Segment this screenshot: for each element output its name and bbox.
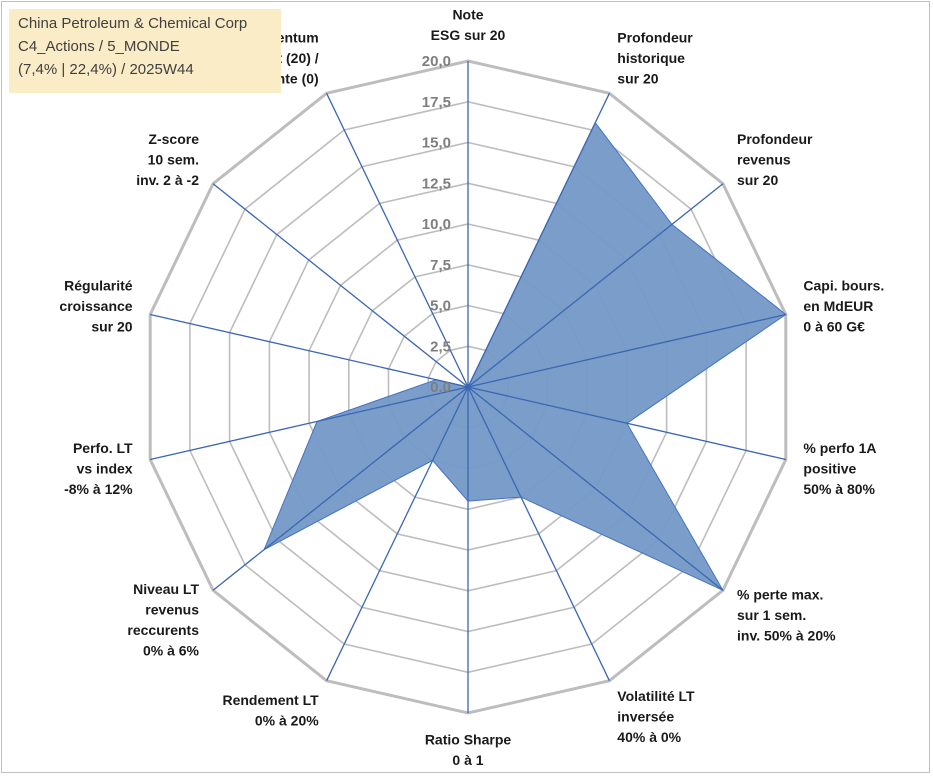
- axis-label-line: Régularité: [64, 277, 133, 293]
- axis-label-line: positive: [803, 461, 856, 477]
- spoke-12: [212, 183, 469, 388]
- axis-label-line: ESG sur 20: [431, 27, 506, 43]
- axis-label-12: Z-score 10 sem. inv. 2 à -2: [136, 131, 199, 188]
- spoke-8: [326, 386, 469, 681]
- axis-label-line: sur 1 sem.: [737, 607, 806, 623]
- axis-label-line: croissance: [59, 298, 132, 314]
- axis-label-line: Profondeur: [617, 29, 693, 45]
- tick-label: 17,5: [422, 94, 451, 111]
- axis-label-1: Profondeur historique sur 20: [617, 29, 693, 86]
- axis-label-line: 10 sem.: [148, 151, 199, 167]
- axis-label-8: Rendement LT 0% à 20%: [222, 692, 319, 729]
- axis-label-5: % perte max. sur 1 sem. inv. 50% à 20%: [737, 587, 836, 644]
- spoke-11: [150, 313, 469, 388]
- spoke-3: [467, 313, 786, 388]
- spoke-4: [467, 386, 786, 461]
- axis-label-line: Rendement LT: [222, 692, 319, 708]
- axis-label-6: Volatilité LT inversée 40% à 0%: [617, 688, 695, 745]
- spoke-10: [150, 386, 469, 461]
- title-box: China Petroleum & Chemical Corp C4_Actio…: [9, 9, 281, 93]
- axis-label-line: % perte max.: [737, 587, 823, 603]
- tick-label: 2,5: [430, 338, 451, 355]
- spoke-5: [467, 386, 724, 591]
- axis-label-line: Perfo. LT: [73, 440, 133, 456]
- tick-label: 15,0: [422, 135, 451, 152]
- axis-label-line: 0% à 20%: [255, 712, 319, 728]
- spoke-13: [326, 93, 469, 388]
- axis-label-line: Niveau LT: [133, 581, 199, 597]
- series-area: [263, 121, 787, 592]
- spoke-1: [467, 93, 610, 388]
- axis-label-line: sur 20: [91, 318, 132, 334]
- axis-label-line: 0 à 1: [452, 752, 483, 768]
- axis-label-line: 50% à 80%: [803, 481, 875, 497]
- axis-label-line: inv. 2 à -2: [136, 172, 199, 188]
- label-layer: Note ESG sur 20 Profondeur historique sur 20…: [59, 7, 884, 769]
- axis-label-line: Volatilité LT: [617, 688, 695, 704]
- tick-label: 12,5: [422, 175, 451, 192]
- tick-label: 10,0: [422, 216, 451, 233]
- axis-label-line: 0% à 6%: [143, 642, 200, 658]
- axis-label-line: historique: [617, 50, 685, 66]
- spoke-9: [212, 386, 469, 591]
- axis-label-line: Ratio Sharpe: [425, 732, 512, 748]
- axis-label-line: -8% à 12%: [64, 481, 133, 497]
- axis-label-9: Niveau LT revenus reccurents 0% à 6%: [127, 581, 199, 659]
- tick-label: 7,5: [430, 257, 451, 274]
- axis-label-line: Profondeur: [737, 131, 813, 147]
- axis-label-line: 0 à 60 G€: [803, 318, 865, 334]
- axis-label-line: revenus: [145, 601, 199, 617]
- axis-label-line: Capi. bours.: [803, 277, 884, 293]
- axis-label-11: Régularité croissance sur 20: [59, 277, 132, 334]
- tick-label: 20,0: [422, 53, 451, 70]
- axis-label-line: Z-score: [148, 131, 199, 147]
- tick-layer: 0,0 2,5 5,0 7,5 10,0 12,5 15,0 17,5 20,0: [422, 53, 451, 396]
- axis-label-10: Perfo. LT vs index -8% à 12%: [64, 440, 133, 497]
- axis-label-line: sur 20: [617, 70, 658, 86]
- axis-label-3: Capi. bours. en MdEUR 0 à 60 G€: [803, 277, 884, 334]
- axis-label-0: Note ESG sur 20: [431, 7, 506, 44]
- tick-label: 0,0: [430, 379, 451, 396]
- axis-label-line: inv. 50% à 20%: [737, 628, 836, 644]
- spoke-2: [467, 183, 724, 388]
- tick-label: 5,0: [430, 298, 451, 315]
- axis-label-line: reccurents: [127, 622, 199, 638]
- axis-label-line: sur 20: [737, 172, 778, 188]
- axis-label-line: % perfo 1A: [803, 440, 876, 456]
- axis-label-line: inversée: [617, 709, 674, 725]
- category-label: C4_Actions / 5_MONDE: [18, 38, 180, 55]
- series-layer: [263, 121, 787, 592]
- spoke-6: [467, 386, 610, 681]
- spoke-layer: [150, 61, 786, 713]
- axis-label-line: Note: [452, 7, 483, 23]
- company-name: China Petroleum & Chemical Corp: [18, 15, 248, 32]
- axis-label-line: vs index: [77, 461, 133, 477]
- axis-label-4: % perfo 1A positive 50% à 80%: [803, 440, 876, 497]
- axis-label-line: revenus: [737, 151, 791, 167]
- performance-label: (7,4% | 22,4%) / 2025W44: [18, 61, 194, 78]
- axis-label-line: 40% à 0%: [617, 729, 681, 745]
- axis-label-line: en MdEUR: [803, 298, 873, 314]
- axis-label-2: Profondeur revenus sur 20: [737, 131, 813, 188]
- axis-label-7: Ratio Sharpe 0 à 1: [425, 732, 512, 769]
